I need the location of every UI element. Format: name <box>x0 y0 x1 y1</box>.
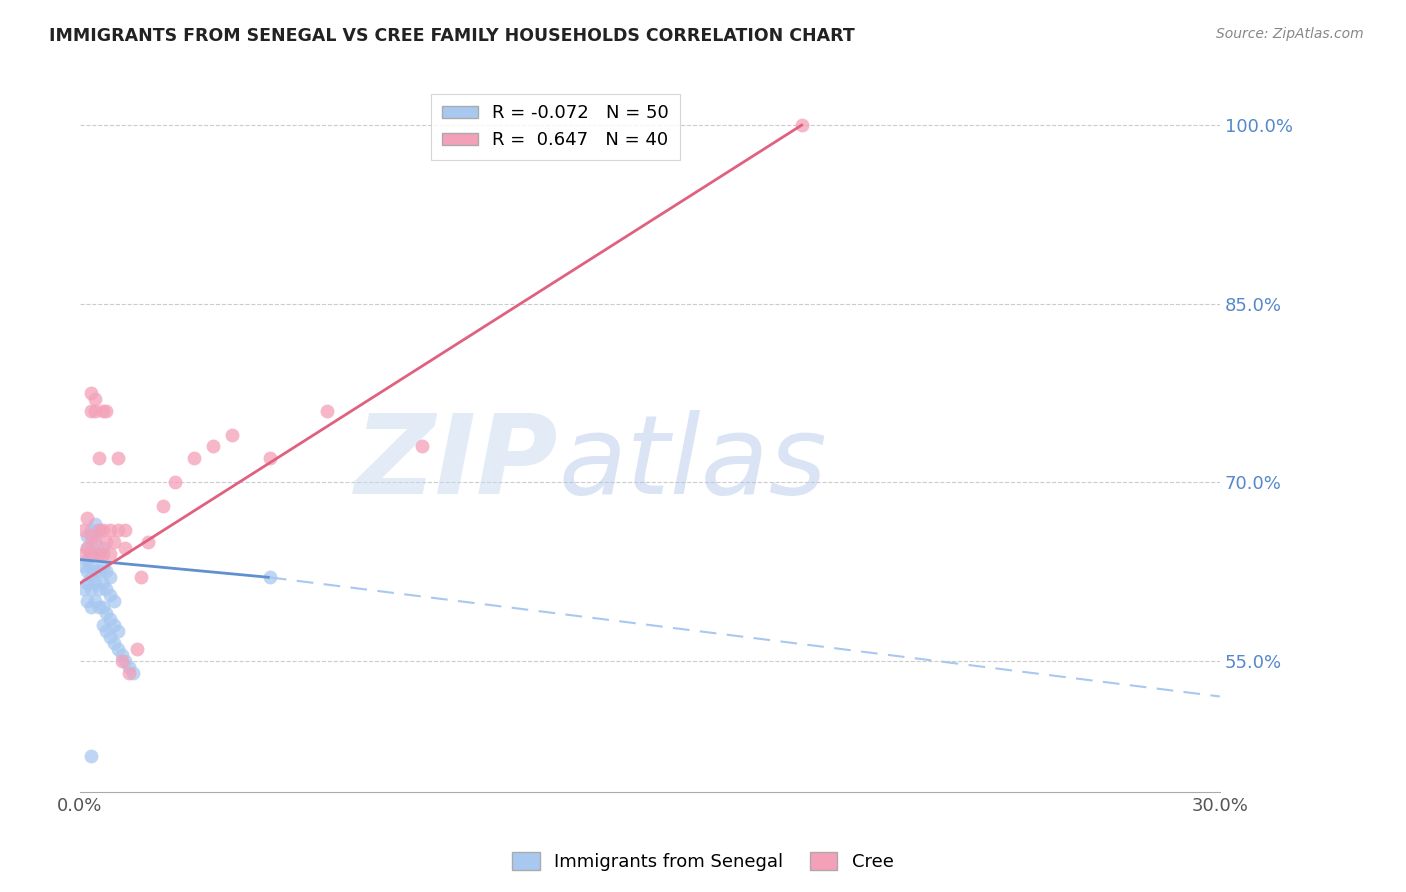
Point <box>76 594 98 608</box>
Point <box>91 576 114 591</box>
Point <box>91 558 114 573</box>
Point <box>96 534 118 549</box>
Point <box>98 612 121 626</box>
Point <box>103 636 125 650</box>
Point <box>111 648 134 662</box>
Point <box>87 600 110 615</box>
Point <box>73 558 96 573</box>
Point <box>103 618 125 632</box>
Point <box>76 541 98 555</box>
Point <box>96 624 118 638</box>
Point <box>98 630 121 644</box>
Point <box>80 558 103 573</box>
Point <box>114 541 136 555</box>
Point <box>201 440 224 454</box>
Point <box>183 451 205 466</box>
Point <box>73 547 96 561</box>
Point <box>103 594 125 608</box>
Point <box>107 624 129 638</box>
Point <box>114 654 136 668</box>
Point <box>84 576 107 591</box>
Point <box>98 523 121 537</box>
Point <box>136 534 159 549</box>
Point <box>111 654 134 668</box>
Point <box>91 618 114 632</box>
Point <box>76 529 98 543</box>
Point <box>129 570 152 584</box>
Point <box>84 529 107 543</box>
Point <box>87 451 110 466</box>
Point <box>98 588 121 602</box>
Point <box>259 451 281 466</box>
Text: IMMIGRANTS FROM SENEGAL VS CREE FAMILY HOUSEHOLDS CORRELATION CHART: IMMIGRANTS FROM SENEGAL VS CREE FAMILY H… <box>49 27 855 45</box>
Point <box>125 641 148 656</box>
Point <box>80 570 103 584</box>
Point <box>80 534 103 549</box>
Text: atlas: atlas <box>558 409 827 516</box>
Point <box>84 403 107 417</box>
Legend: R = -0.072   N = 50, R =  0.647   N = 40: R = -0.072 N = 50, R = 0.647 N = 40 <box>430 94 681 161</box>
Point <box>221 427 243 442</box>
Point <box>87 523 110 537</box>
Point <box>80 529 103 543</box>
Point <box>411 440 433 454</box>
Point <box>163 475 186 490</box>
Point <box>87 565 110 579</box>
Point <box>87 547 110 561</box>
Point <box>91 541 114 555</box>
Point <box>91 403 114 417</box>
Text: ZIP: ZIP <box>356 409 558 516</box>
Point <box>84 547 107 561</box>
Point <box>76 565 98 579</box>
Point <box>96 582 118 597</box>
Point <box>84 534 107 549</box>
Point <box>80 385 103 400</box>
Point <box>80 600 103 615</box>
Point <box>80 547 103 561</box>
Point <box>84 565 107 579</box>
Point <box>98 570 121 584</box>
Point <box>84 392 107 406</box>
Point <box>107 641 129 656</box>
Point <box>96 606 118 620</box>
Point <box>107 451 129 466</box>
Point <box>118 659 141 673</box>
Point <box>73 582 96 597</box>
Point <box>790 118 813 132</box>
Point <box>315 403 337 417</box>
Point <box>107 523 129 537</box>
Point <box>98 547 121 561</box>
Point <box>80 403 103 417</box>
Text: Source: ZipAtlas.com: Source: ZipAtlas.com <box>1216 27 1364 41</box>
Point <box>152 499 174 513</box>
Point <box>91 547 114 561</box>
Point <box>103 534 125 549</box>
Point <box>259 570 281 584</box>
Point <box>87 523 110 537</box>
Point <box>80 547 103 561</box>
Point <box>76 511 98 525</box>
Point <box>122 665 145 680</box>
Point <box>87 582 110 597</box>
Point <box>76 576 98 591</box>
Point <box>80 582 103 597</box>
Point <box>91 600 114 615</box>
Point <box>118 665 141 680</box>
Point <box>87 547 110 561</box>
Point <box>80 523 103 537</box>
Point <box>114 523 136 537</box>
Point <box>76 541 98 555</box>
Point <box>84 594 107 608</box>
Point <box>84 516 107 531</box>
Point <box>73 523 96 537</box>
Point <box>96 403 118 417</box>
Point <box>76 552 98 566</box>
Point <box>80 749 103 764</box>
Legend: Immigrants from Senegal, Cree: Immigrants from Senegal, Cree <box>505 845 901 879</box>
Point <box>91 523 114 537</box>
Point <box>96 565 118 579</box>
